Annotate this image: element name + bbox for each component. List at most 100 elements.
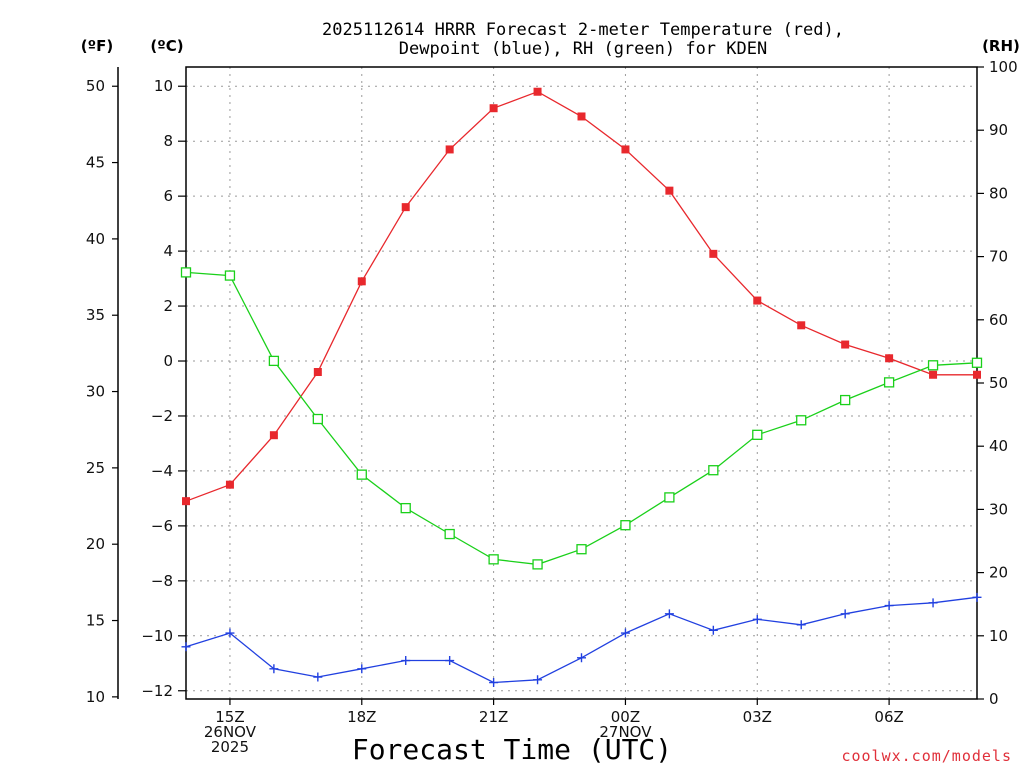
2-meter-temperature-point (577, 112, 586, 121)
dewpoint-point (533, 675, 543, 685)
celsius-tick-label: 8 (163, 132, 173, 150)
rh-line (185, 271, 978, 566)
2-meter-temperature-point (533, 87, 542, 96)
rh-point (883, 377, 895, 388)
dewpoint-point (620, 628, 630, 638)
rh-tick-label: 70 (989, 248, 1008, 266)
celsius-axis-ticks: 10 8 6 4 2 0 −2 −4 −6 −8 −10 −12 (141, 77, 186, 700)
time-tick-label: 27NOV (599, 723, 652, 741)
time-tick-label: 18Z (347, 708, 376, 726)
celsius-tick-label: −4 (151, 462, 173, 480)
chart-title-line-2: Dewpoint (blue), RH (green) for KDEN (399, 39, 767, 59)
2-meter-temperature-point (401, 203, 410, 212)
celsius-tick-label: 6 (163, 187, 173, 205)
rh-unit-label: (RH) (982, 37, 1020, 55)
celsius-tick-label: −10 (141, 627, 173, 645)
celsius-unit-label: (ºC) (150, 37, 183, 55)
fahrenheit-tick-label: 15 (86, 612, 105, 630)
time-tick-label: 06Z (874, 708, 903, 726)
plot-frame (185, 66, 978, 700)
rh-point (224, 270, 236, 281)
celsius-tick-label: −12 (141, 682, 173, 700)
rh-tick-label: 40 (989, 437, 1008, 455)
rh-tick-label: 100 (989, 58, 1018, 76)
dewpoint-point (752, 614, 762, 624)
rh-point (796, 415, 807, 426)
celsius-tick-label: 0 (163, 352, 173, 370)
2-meter-temperature-series (182, 87, 981, 506)
rh-point (752, 429, 763, 440)
dewpoint-point (225, 628, 235, 638)
dewpoint-point (664, 609, 674, 619)
time-tick-label: 00Z (611, 708, 640, 726)
rh-point (400, 502, 411, 514)
dewpoint-point (489, 678, 499, 688)
fahrenheit-tick-label: 10 (86, 688, 105, 706)
2-meter-temperature-point (445, 145, 454, 154)
fahrenheit-axis-ticks: 50 45 40 35 30 25 20 15 10 (86, 77, 118, 706)
dewpoint-point (401, 656, 411, 666)
celsius-tick-label: 4 (163, 242, 173, 260)
dewpoint-point (269, 664, 279, 674)
gridlines (186, 67, 977, 699)
dewpoint-point (796, 620, 806, 630)
site-credit: coolwx.com/models (841, 747, 1012, 765)
fahrenheit-tick-label: 25 (86, 459, 105, 477)
time-tick-label: 2025 (211, 738, 249, 756)
2-meter-temperature-point (489, 104, 498, 113)
2-meter-temperature-point (182, 497, 190, 506)
rh-point (488, 554, 499, 565)
rh-tick-label: 90 (989, 121, 1008, 139)
fahrenheit-tick-label: 50 (86, 77, 105, 95)
dewpoint-point (357, 664, 367, 674)
rh-point (312, 413, 323, 425)
2-meter-temperature-point (753, 296, 762, 305)
celsius-tick-label: −2 (151, 407, 173, 425)
time-tick-label: 26NOV (204, 723, 257, 741)
rh-point (576, 544, 587, 555)
fahrenheit-tick-label: 20 (86, 535, 105, 553)
rh-tick-label: 10 (989, 627, 1008, 645)
rh-tick-label: 80 (989, 184, 1008, 202)
fahrenheit-tick-label: 30 (86, 383, 105, 401)
2-meter-temperature-point (841, 340, 850, 349)
rh-point (708, 465, 719, 476)
rh-point (356, 469, 367, 480)
celsius-tick-label: −6 (151, 517, 173, 535)
2-meter-temperature-point (973, 370, 981, 379)
dewpoint-point (445, 656, 455, 666)
2-meter-temperature-point (665, 186, 674, 195)
time-tick-label: 15Z (215, 708, 244, 726)
2-meter-temperature-point (313, 368, 322, 377)
2-meter-temperature-point (929, 370, 938, 379)
fahrenheit-tick-label: 35 (86, 306, 105, 324)
dewpoint-point (840, 609, 850, 619)
x-axis-title: Forecast Time (UTC) (352, 733, 672, 766)
rh-tick-label: 0 (989, 690, 999, 708)
rh-point (971, 357, 983, 368)
dewpoint-series (181, 592, 982, 688)
chart-title-line-1: 2025112614 HRRR Forecast 2-meter Tempera… (322, 20, 844, 40)
2-meter-temperature-point (797, 321, 806, 330)
time-tick-label: 21Z (479, 708, 508, 726)
dewpoint-point (313, 672, 323, 682)
2-meter-temperature-point (621, 145, 630, 154)
2-meter-temperature-point (269, 431, 278, 440)
dewpoint-line (185, 596, 978, 684)
rh-tick-label: 20 (989, 564, 1008, 582)
celsius-tick-label: 2 (163, 297, 173, 315)
rh-point (840, 394, 851, 406)
rh-point (532, 559, 543, 570)
rh-tick-label: 50 (989, 374, 1008, 392)
rh-tick-label: 60 (989, 311, 1008, 329)
rh-tick-label: 30 (989, 500, 1008, 518)
rh-series (180, 267, 983, 570)
celsius-tick-label: 10 (154, 77, 173, 95)
fahrenheit-tick-label: 40 (86, 230, 105, 248)
celsius-tick-label: −8 (151, 572, 173, 590)
time-tick-label: 03Z (743, 708, 772, 726)
fahrenheit-unit-label: (ºF) (81, 37, 113, 55)
